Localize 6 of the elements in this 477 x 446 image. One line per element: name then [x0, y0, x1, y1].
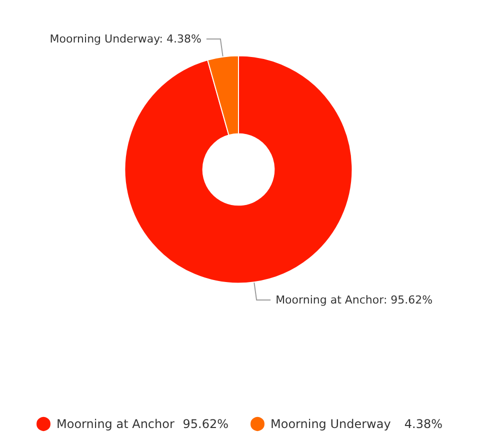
text: Moorning Underway: 4.38%	[50, 32, 202, 46]
text: Moorning at Anchor: 95.62%	[276, 293, 433, 306]
data-label: 4.38%	[404, 417, 442, 431]
data-label: 95.62%	[182, 417, 228, 431]
legend-label: Moorning at Anchor	[56, 417, 174, 431]
legend-label: Moorning Underway	[270, 417, 391, 431]
